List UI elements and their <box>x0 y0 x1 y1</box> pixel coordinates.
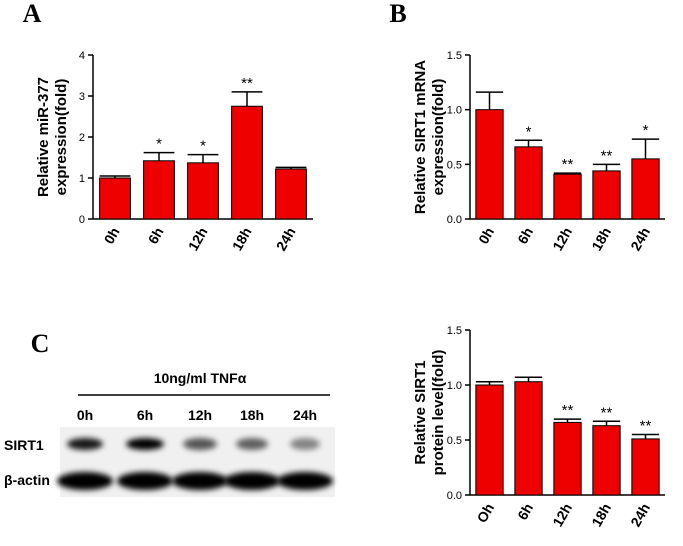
blot <box>57 438 333 490</box>
lane-label: 0h <box>77 407 93 423</box>
row-label: β-actin <box>4 472 50 488</box>
blot-treatment: 10ng/ml TNFα <box>154 370 247 386</box>
x-tick-label: 24h <box>273 225 299 254</box>
y-tick-label: 1.0 <box>447 105 462 117</box>
significance: ** <box>241 75 253 92</box>
row-label: SIRT1 <box>4 437 44 453</box>
lane-label: 6h <box>137 407 153 423</box>
band <box>172 472 228 490</box>
y-tick-label: 1.5 <box>447 50 462 62</box>
x-tick-label: 6h <box>514 501 536 523</box>
significance: ** <box>601 147 613 164</box>
band <box>67 438 103 450</box>
significance: * <box>643 122 649 139</box>
bar <box>275 168 307 220</box>
y-tick-label: 1.0 <box>447 380 462 392</box>
y-tick-label: 0.5 <box>447 159 462 171</box>
x-tick-label: 18h <box>229 225 255 254</box>
x-tick-label: Oh <box>474 501 498 526</box>
x-tick-label: 0h <box>101 225 123 247</box>
bar <box>187 162 219 220</box>
bar <box>514 146 543 220</box>
significance: * <box>200 138 206 155</box>
band <box>126 438 164 450</box>
lane-label: 12h <box>188 407 212 423</box>
y-tick-label: 3 <box>79 91 85 103</box>
x-tick-label: 12h <box>185 225 211 254</box>
significance: ** <box>601 404 613 421</box>
y-tick-label: 4 <box>79 50 85 62</box>
bar <box>553 173 582 220</box>
x-tick-label: 12h <box>549 501 575 530</box>
bar <box>99 177 131 220</box>
x-tick-label: 24h <box>627 225 653 254</box>
bar <box>143 160 175 220</box>
bar <box>475 384 504 496</box>
panel-label: C <box>31 329 50 358</box>
lane-label: 24h <box>293 407 317 423</box>
lane-label: 18h <box>240 407 264 423</box>
band <box>224 472 280 490</box>
panel-label: B <box>389 0 406 28</box>
bar <box>631 438 660 496</box>
y-tick-label: 2 <box>79 132 85 144</box>
y-axis-label: expression(fold) <box>430 79 447 196</box>
y-tick-label: 0.5 <box>447 435 462 447</box>
bar <box>475 109 504 220</box>
band <box>236 438 268 450</box>
significance: ** <box>562 156 574 173</box>
band <box>290 438 320 450</box>
band <box>183 438 217 450</box>
bar <box>592 170 621 220</box>
x-tick-label: 18h <box>588 501 614 530</box>
bar <box>553 421 582 496</box>
x-tick-label: 6h <box>514 225 536 247</box>
band <box>57 472 113 490</box>
x-tick-label: 0h <box>475 225 497 247</box>
bar <box>631 158 660 220</box>
bar <box>514 381 543 496</box>
y-tick-label: 1.5 <box>447 325 462 337</box>
x-tick-label: 18h <box>588 225 614 254</box>
bar <box>231 105 263 220</box>
bar <box>592 425 621 496</box>
band <box>117 472 173 490</box>
significance: ** <box>640 418 652 435</box>
significance: ** <box>562 402 574 419</box>
y-axis-label: expression(fold) <box>53 79 70 196</box>
x-tick-label: 12h <box>549 225 575 254</box>
x-tick-label: 6h <box>145 225 167 247</box>
y-tick-label: 1 <box>79 173 85 185</box>
y-axis-label: Relative SIRT1 <box>412 360 429 464</box>
significance: * <box>526 123 532 140</box>
panel-label: A <box>23 0 42 28</box>
y-tick-label: 0.0 <box>447 490 462 502</box>
x-tick-label: 24h <box>627 501 653 530</box>
significance: * <box>156 136 162 153</box>
band <box>277 472 333 490</box>
y-axis-label: Relative miR-377 <box>35 77 52 197</box>
y-tick-label: 0.0 <box>447 214 462 226</box>
y-axis-label: Relative SIRT1 mRNA <box>412 60 429 214</box>
y-tick-label: 0 <box>79 214 85 226</box>
y-axis-label: protein level(fold) <box>430 350 447 476</box>
